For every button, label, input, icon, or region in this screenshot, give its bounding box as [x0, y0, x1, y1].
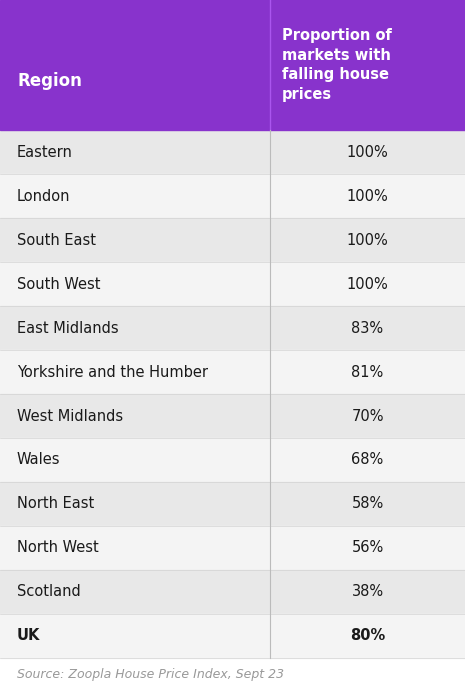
Text: North West: North West [17, 540, 99, 556]
Text: 100%: 100% [346, 144, 388, 160]
Text: 70%: 70% [351, 408, 384, 424]
Bar [0, 350, 465, 394]
Text: Scotland: Scotland [17, 585, 81, 600]
Bar [0, 174, 465, 218]
Text: Yorkshire and the Humber: Yorkshire and the Humber [17, 364, 208, 379]
Bar [0, 306, 465, 350]
Bar [0, 482, 465, 526]
Text: Region: Region [17, 72, 82, 90]
Text: 100%: 100% [346, 276, 388, 292]
Text: Eastern: Eastern [17, 144, 73, 160]
Bar [0, 438, 465, 482]
Text: Source: Zoopla House Price Index, Sept 23: Source: Zoopla House Price Index, Sept 2… [17, 668, 284, 681]
Bar [0, 130, 465, 174]
Text: 80%: 80% [350, 629, 385, 643]
Text: North East: North East [17, 497, 94, 511]
Bar [0, 526, 465, 570]
Bar [0, 394, 465, 438]
Text: 81%: 81% [352, 364, 384, 379]
Text: 56%: 56% [352, 540, 384, 556]
Bar [0, 570, 465, 614]
Text: Wales: Wales [17, 453, 60, 468]
Text: East Midlands: East Midlands [17, 321, 119, 336]
Text: South East: South East [17, 232, 96, 247]
Text: 68%: 68% [352, 453, 384, 468]
Text: West Midlands: West Midlands [17, 408, 123, 424]
Text: Proportion of
markets with
falling house
prices: Proportion of markets with falling house… [282, 28, 392, 102]
Text: 100%: 100% [346, 232, 388, 247]
Text: 83%: 83% [352, 321, 384, 336]
Text: UK: UK [17, 629, 40, 643]
Bar [0, 0, 465, 130]
Text: London: London [17, 189, 71, 204]
Text: South West: South West [17, 276, 100, 292]
Bar [0, 218, 465, 262]
Bar [0, 614, 465, 658]
Bar [0, 262, 465, 306]
Text: 58%: 58% [352, 497, 384, 511]
Text: 38%: 38% [352, 585, 384, 600]
Text: 100%: 100% [346, 189, 388, 204]
